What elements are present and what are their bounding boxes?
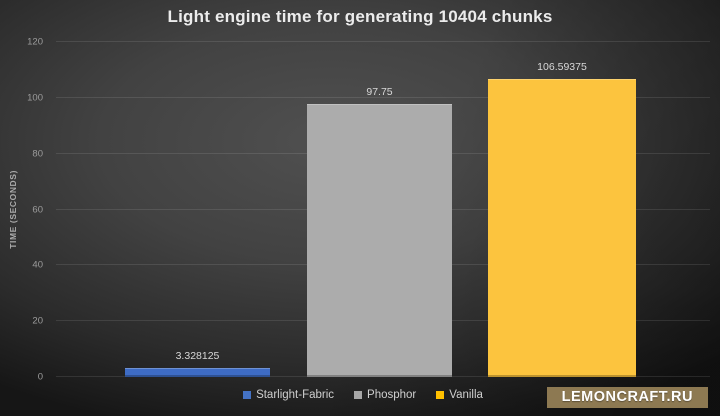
y-axis-ticks: 0 20 40 60 80 100 120	[0, 37, 46, 383]
bar-value-label-vanilla: 106.59375	[537, 61, 587, 74]
legend-swatch-phosphor	[354, 391, 363, 399]
y-tick-label: 40	[32, 259, 43, 271]
y-tick-label: 120	[27, 36, 43, 48]
legend: Starlight-Fabric Phosphor Vanilla	[56, 389, 670, 401]
legend-item-phosphor: Phosphor	[354, 389, 416, 401]
y-tick-label: 80	[32, 148, 43, 160]
y-tick-label: 100	[27, 92, 43, 104]
legend-swatch-starlight-fabric	[243, 391, 252, 399]
y-tick-label: 60	[32, 204, 43, 215]
legend-label: Phosphor	[367, 389, 417, 401]
bar-vanilla	[488, 79, 636, 377]
legend-item-starlight-fabric: Starlight-Fabric	[243, 389, 334, 401]
legend-label: Vanilla	[449, 389, 483, 401]
bar-value-label-phosphor: 97.75	[366, 86, 393, 99]
plot-area: 3.328125 97.75 106.59375	[56, 41, 710, 377]
watermark-lemoncraft: LEMONCRAFT.RU	[546, 387, 708, 408]
chart-title: Light engine time for generating 10404 c…	[167, 7, 553, 26]
bar-starlight-fabric	[125, 367, 270, 377]
legend-swatch-vanilla	[436, 391, 445, 399]
y-tick-label: 0	[37, 371, 43, 383]
gridline	[56, 41, 710, 42]
y-tick-label: 20	[32, 315, 43, 327]
legend-item-vanilla: Vanilla	[436, 389, 483, 401]
bar-value-label-starlight-fabric: 3.328125	[175, 349, 220, 362]
bar-phosphor	[307, 104, 452, 377]
gridline	[56, 96, 710, 98]
legend-label: Starlight-Fabric	[256, 389, 335, 401]
